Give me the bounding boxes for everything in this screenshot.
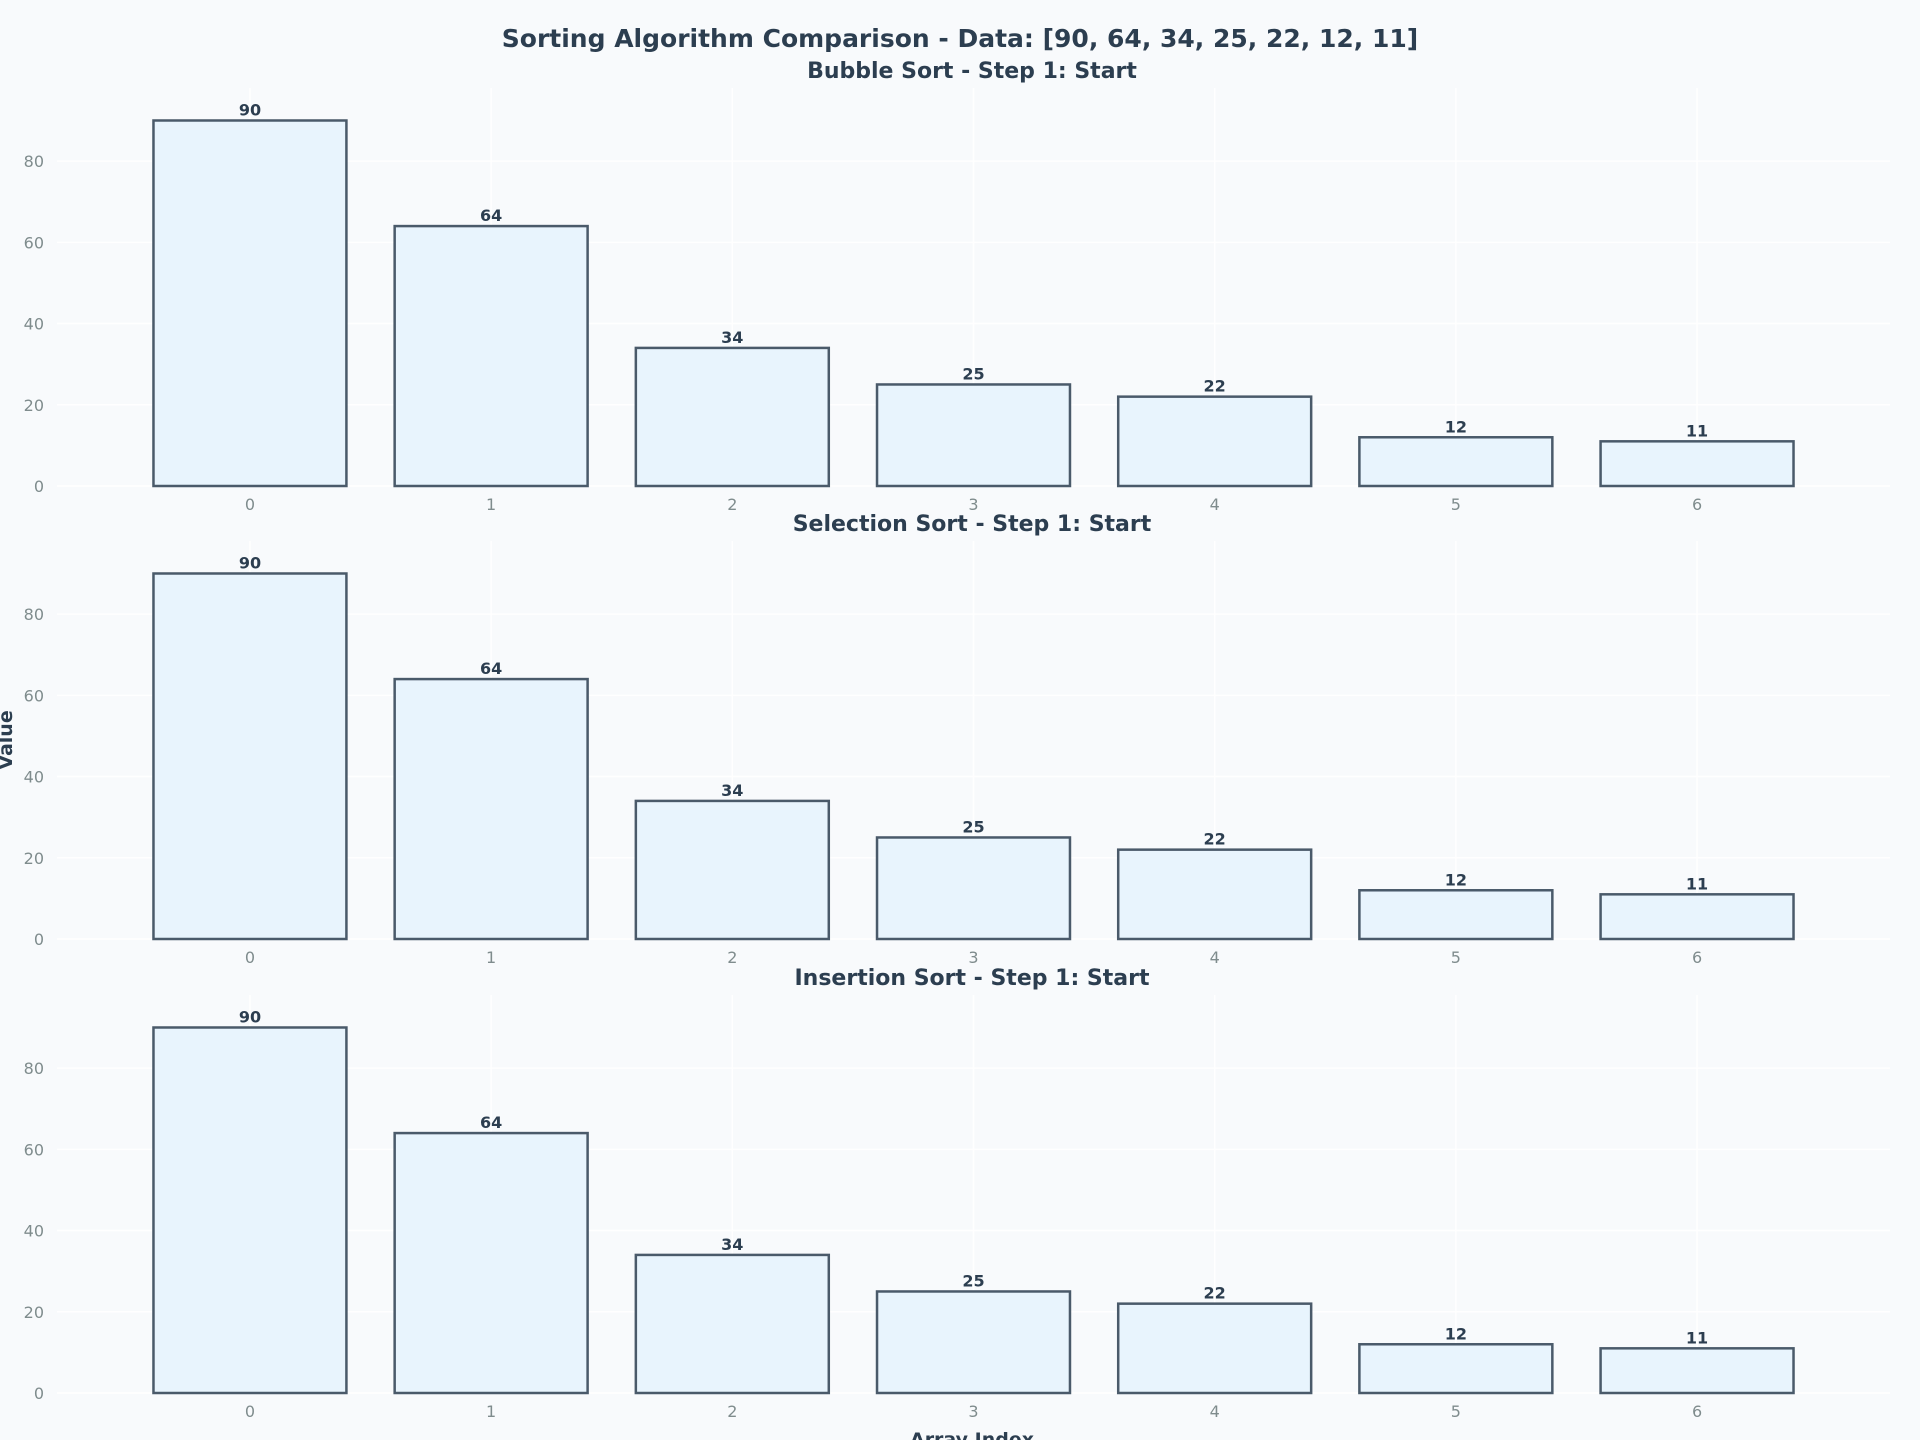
bar-value-label: 90 [239, 100, 261, 119]
bar-value-label: 22 [1204, 830, 1226, 849]
panel-title: Bubble Sort - Step 1: Start [807, 59, 1137, 84]
bar-value-label: 25 [962, 1271, 984, 1290]
x-tick-label: 0 [245, 948, 255, 967]
y-tick-label: 0 [34, 930, 44, 949]
bar [1599, 440, 1795, 488]
bar-value-label: 25 [962, 364, 984, 383]
bar-value-label: 90 [239, 553, 261, 572]
bar-value-label: 11 [1686, 874, 1708, 893]
bar-value-label: 90 [239, 1007, 261, 1026]
x-tick-label: 5 [1451, 948, 1461, 967]
x-tick-label: 3 [968, 1402, 978, 1421]
bar [1116, 1302, 1313, 1395]
y-tick-label: 80 [24, 152, 44, 171]
bar [393, 1131, 589, 1395]
x-tick-label: 2 [727, 1402, 737, 1421]
bar [152, 119, 348, 488]
bar-value-label: 25 [962, 817, 984, 836]
y-tick-label: 0 [34, 477, 44, 496]
x-tick-label: 0 [245, 1402, 255, 1421]
x-tick-label: 6 [1692, 948, 1702, 967]
bar [152, 572, 348, 941]
bar-value-label: 12 [1445, 870, 1467, 889]
y-tick-label: 80 [24, 1059, 44, 1078]
x-tick-label: 0 [245, 495, 255, 514]
bar [1116, 848, 1313, 941]
bar [152, 1026, 348, 1395]
bar-value-label: 64 [480, 659, 502, 678]
bar [634, 346, 831, 488]
bar [634, 1253, 831, 1395]
x-tick-label: 3 [968, 948, 978, 967]
bar-value-label: 12 [1445, 417, 1467, 436]
y-tick-label: 60 [24, 233, 44, 252]
x-tick-label: 2 [727, 948, 737, 967]
panel-title: Insertion Sort - Step 1: Start [794, 966, 1149, 991]
x-tick-label: 4 [1210, 495, 1220, 514]
y-tick-label: 40 [24, 1222, 44, 1241]
bar [1358, 1343, 1554, 1395]
y-axis-label: Value [0, 710, 17, 769]
x-tick-label: 1 [486, 495, 496, 514]
figure-title: Sorting Algorithm Comparison - Data: [90… [501, 24, 1419, 53]
bar [393, 677, 589, 941]
y-tick-label: 40 [24, 768, 44, 787]
bar [1599, 893, 1795, 941]
y-tick-label: 20 [24, 1303, 44, 1322]
bar [393, 224, 589, 488]
bar [875, 383, 1072, 488]
bar-value-label: 11 [1686, 1328, 1708, 1347]
bar [1116, 395, 1313, 488]
bar-value-label: 34 [721, 1235, 743, 1254]
bar [1358, 436, 1554, 488]
y-tick-label: 80 [24, 605, 44, 624]
x-axis-label: Array Index [910, 1429, 1034, 1440]
y-tick-label: 20 [24, 849, 44, 868]
bar-value-label: 34 [721, 328, 743, 347]
bar [875, 1290, 1072, 1395]
bar-value-label: 11 [1686, 421, 1708, 440]
bar-value-label: 64 [480, 1113, 502, 1132]
y-tick-label: 20 [24, 396, 44, 415]
x-tick-label: 5 [1451, 1402, 1461, 1421]
chart-panel-2: Insertion Sort - Step 1: Start0204060809… [24, 966, 1890, 1421]
x-tick-label: 6 [1692, 1402, 1702, 1421]
bar-value-label: 64 [480, 206, 502, 225]
x-tick-label: 5 [1451, 495, 1461, 514]
y-tick-label: 60 [24, 1140, 44, 1159]
bar [634, 799, 831, 941]
bar-value-label: 34 [721, 781, 743, 800]
x-tick-label: 6 [1692, 495, 1702, 514]
x-tick-label: 4 [1210, 948, 1220, 967]
x-tick-label: 1 [486, 948, 496, 967]
y-tick-label: 0 [34, 1384, 44, 1403]
x-tick-label: 4 [1210, 1402, 1220, 1421]
y-tick-label: 60 [24, 686, 44, 705]
bar [875, 836, 1072, 941]
bar [1599, 1347, 1795, 1395]
y-tick-label: 40 [24, 315, 44, 334]
bar-value-label: 22 [1204, 1284, 1226, 1303]
chart-panels: Bubble Sort - Step 1: Start0204060809006… [24, 59, 1890, 1421]
bar [1358, 889, 1554, 941]
x-tick-label: 1 [486, 1402, 496, 1421]
chart-panel-0: Bubble Sort - Step 1: Start 0 20 40 60 80 90 0 6… [24, 59, 1890, 514]
x-tick-label: 2 [727, 495, 737, 514]
bar-value-label: 22 [1204, 377, 1226, 396]
x-tick-label: 3 [968, 495, 978, 514]
panel-title: Selection Sort - Step 1: Start [793, 512, 1152, 537]
chart-panel-1: Selection Sort - Step 1: Start0204060809… [24, 512, 1890, 967]
bar-value-label: 12 [1445, 1324, 1467, 1343]
